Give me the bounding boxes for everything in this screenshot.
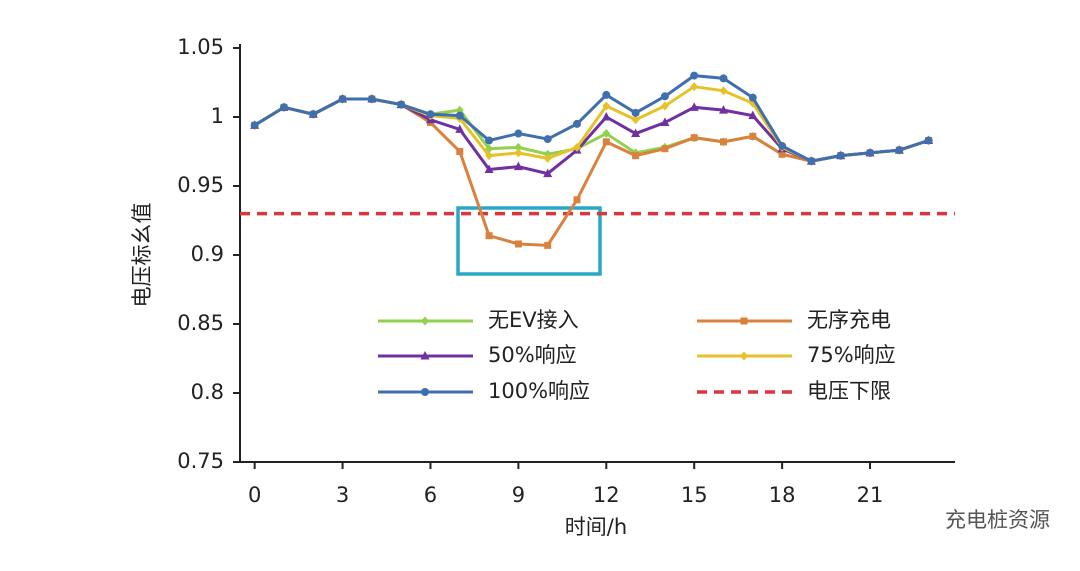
marker bbox=[485, 232, 493, 240]
marker bbox=[514, 142, 523, 152]
legend-label: 电压下限 bbox=[807, 379, 891, 403]
marker bbox=[866, 148, 875, 157]
marker bbox=[514, 148, 523, 158]
marker bbox=[719, 74, 728, 83]
x-axis-label: 时间/h bbox=[565, 515, 627, 539]
x-tick-label: 12 bbox=[593, 483, 620, 507]
y-axis-label: 电压标幺值 bbox=[130, 203, 154, 308]
marker bbox=[573, 196, 581, 204]
marker bbox=[690, 134, 698, 142]
series-line bbox=[253, 97, 930, 247]
y-tick-label: 0.75 bbox=[177, 449, 224, 473]
marker bbox=[719, 105, 729, 114]
legend-label: 无序充电 bbox=[807, 308, 891, 332]
marker bbox=[807, 157, 816, 166]
marker bbox=[544, 241, 552, 249]
marker bbox=[602, 101, 611, 111]
marker bbox=[484, 164, 494, 173]
marker bbox=[421, 316, 429, 326]
marker bbox=[572, 142, 581, 152]
marker bbox=[426, 110, 435, 119]
y-tick-label: 0.8 bbox=[191, 380, 224, 404]
y-tick-label: 1 bbox=[211, 104, 224, 128]
marker bbox=[924, 136, 933, 145]
series-line bbox=[253, 74, 930, 163]
marker bbox=[572, 119, 581, 128]
marker bbox=[748, 93, 757, 102]
marker bbox=[689, 102, 699, 111]
marker bbox=[748, 110, 758, 120]
x-tick-label: 6 bbox=[424, 483, 437, 507]
marker bbox=[309, 110, 318, 119]
x-tick-label: 15 bbox=[681, 483, 708, 507]
legend-label: 75%响应 bbox=[807, 343, 896, 367]
highlight-box bbox=[456, 206, 602, 276]
marker bbox=[485, 151, 494, 161]
marker bbox=[455, 124, 465, 133]
marker bbox=[338, 95, 347, 104]
y-tick-label: 0.85 bbox=[177, 311, 224, 335]
marker bbox=[602, 129, 611, 139]
x-tick-label: 3 bbox=[336, 483, 349, 507]
marker bbox=[279, 103, 288, 112]
x-tick-label: 18 bbox=[769, 483, 796, 507]
marker bbox=[456, 148, 464, 155]
marker bbox=[895, 146, 904, 155]
marker bbox=[250, 121, 259, 130]
marker bbox=[514, 240, 522, 248]
marker bbox=[740, 317, 748, 325]
marker bbox=[631, 115, 640, 125]
marker bbox=[740, 351, 748, 361]
marker bbox=[602, 138, 610, 146]
marker bbox=[660, 92, 669, 101]
marker bbox=[690, 71, 699, 80]
marker bbox=[543, 153, 552, 163]
watermark: 充电桩资源 bbox=[945, 508, 1050, 532]
marker bbox=[513, 161, 523, 171]
y-tick-label: 1.05 bbox=[177, 35, 224, 59]
marker bbox=[720, 138, 728, 146]
marker bbox=[778, 141, 787, 150]
marker bbox=[543, 168, 553, 178]
x-tick-label: 0 bbox=[248, 483, 261, 507]
marker bbox=[601, 112, 611, 121]
marker bbox=[514, 129, 523, 138]
y-tick-label: 0.9 bbox=[191, 242, 224, 266]
marker bbox=[719, 86, 728, 96]
y-tick-label: 0.95 bbox=[177, 173, 224, 197]
legend-label: 50%响应 bbox=[488, 343, 577, 367]
marker bbox=[543, 135, 552, 144]
marker bbox=[660, 101, 669, 111]
marker bbox=[661, 145, 669, 153]
marker bbox=[421, 388, 429, 396]
marker bbox=[660, 117, 670, 127]
marker bbox=[631, 128, 641, 138]
x-tick-label: 9 bbox=[512, 483, 525, 507]
marker bbox=[602, 90, 611, 99]
marker bbox=[455, 111, 464, 120]
marker bbox=[836, 151, 845, 160]
x-tick-label: 21 bbox=[857, 483, 884, 507]
marker bbox=[485, 136, 494, 145]
marker bbox=[420, 351, 430, 360]
marker bbox=[367, 95, 376, 104]
legend-label: 无EV接入 bbox=[488, 308, 579, 332]
marker bbox=[397, 100, 406, 109]
marker bbox=[631, 108, 640, 117]
marker bbox=[632, 152, 640, 160]
legend-label: 100%响应 bbox=[488, 379, 590, 403]
marker bbox=[749, 132, 757, 140]
marker bbox=[690, 82, 699, 92]
marker bbox=[778, 150, 786, 158]
